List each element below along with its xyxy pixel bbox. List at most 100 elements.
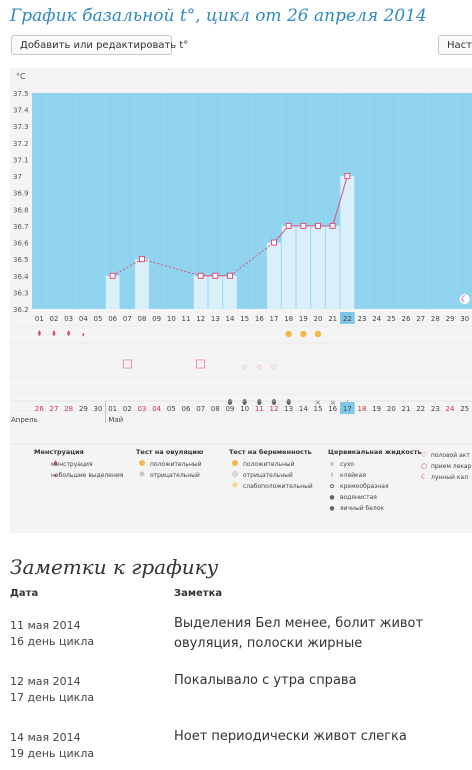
y-tick-label: 37.2 — [13, 140, 29, 148]
note-text: Ноет периодически живот слегка — [174, 729, 407, 744]
y-tick-label: 37 — [13, 173, 22, 181]
legend-heading: Менструация — [34, 448, 84, 456]
x-tick-label: 06 — [108, 315, 117, 323]
date-label: 30 — [94, 405, 103, 413]
heart-icon: ♡ — [271, 364, 277, 372]
x-tick-label: 09 — [152, 315, 161, 323]
temperature-bar — [340, 176, 355, 309]
note-text: Покалывало с утра справа — [174, 673, 357, 688]
note-text: Выделения Бел менее, болит живот овуляци… — [174, 616, 424, 651]
date-label: 13 — [284, 405, 293, 413]
x-tick-label: 23 — [358, 315, 367, 323]
x-tick-label: 08 — [138, 315, 147, 323]
x-tick-label: 18 — [284, 315, 293, 323]
x-tick-label: 24 — [372, 315, 381, 323]
legend-item: лунный кал — [431, 474, 468, 481]
x-tick-label: 30 — [460, 315, 469, 323]
pregnancy-weak-icon — [232, 482, 238, 488]
today-date-box — [340, 402, 355, 414]
chart-panel: °C 37.5 37.4 37.3 37.2 37.1 37 36.9 36.8 36.7 36.… — [10, 68, 472, 533]
legend-item: сухо — [340, 461, 354, 468]
temperature-bar — [135, 259, 149, 309]
legend-item: положительный — [243, 461, 295, 468]
temperature-line — [332, 175, 348, 227]
note-date: 12 мая 2014 — [10, 675, 81, 688]
y-tick-label: 36.4 — [13, 273, 29, 281]
temperature-bar — [325, 225, 340, 309]
date-label: 25 — [460, 405, 469, 413]
pregnancy-positive-icon — [232, 460, 238, 466]
date-label: 05 — [167, 405, 176, 413]
date-label: 28 — [64, 405, 73, 413]
dry-icon: × — [315, 398, 322, 407]
legend-heading: Тест на беременность — [229, 448, 312, 456]
cervical-legend-icon: ● — [329, 494, 334, 501]
temperature-bar — [311, 225, 325, 309]
menstruation-drop-icon — [52, 330, 56, 336]
y-tick-label: 37.3 — [13, 123, 29, 131]
temperature-point — [212, 272, 219, 279]
date-label: 18 — [358, 405, 367, 413]
menstruation-drop-icon — [67, 330, 71, 336]
temperature-point — [344, 173, 351, 180]
y-tick-label: 36.9 — [13, 190, 29, 198]
x-tick-label: 14 — [226, 315, 235, 323]
temperature-point — [300, 222, 307, 229]
other-legend-icon: ○ — [421, 462, 427, 470]
highlight-day-box — [340, 312, 355, 324]
date-label: 21 — [402, 405, 411, 413]
unit-label: °C — [16, 72, 26, 81]
legend-item: клейкая — [340, 472, 366, 479]
legend-item: положительный — [150, 461, 202, 468]
note-cycle-day: 16 день цикла — [10, 635, 95, 648]
temperature-point — [285, 222, 292, 229]
ovulation-positive-icon — [314, 330, 322, 338]
date-label: 11 — [255, 405, 264, 413]
date-label: 27 — [50, 405, 59, 413]
cervical-fluid-icon — [257, 399, 262, 405]
legend-item: менструация — [51, 461, 93, 468]
note-date: 14 мая 2014 — [10, 731, 81, 744]
x-tick-label: 16 — [255, 315, 264, 323]
temperature-bar — [223, 275, 237, 309]
lunar-icon-bg — [459, 294, 470, 304]
legend-item: половой акт — [431, 452, 470, 459]
temperature-point — [109, 272, 116, 279]
x-tick-label: 19 — [299, 315, 308, 323]
x-tick-label: 25 — [387, 315, 396, 323]
add-edit-temperature-button[interactable]: Добавить или редактировать t° — [11, 35, 188, 55]
x-tick-label: 15 — [240, 315, 249, 323]
settings-button[interactable]: Настр — [438, 35, 472, 55]
x-tick-label: 29 — [446, 315, 455, 323]
date-label: 24 — [446, 405, 455, 413]
legend-item: отрицательный — [150, 472, 200, 479]
legend-item: слабоположительный — [243, 483, 313, 490]
date-label: 14 — [299, 405, 308, 413]
y-tick-label: 36.5 — [13, 256, 29, 264]
legend-item: яичный белок — [340, 505, 384, 512]
x-tick-label: 17 — [270, 315, 279, 323]
month-next-label: Май — [108, 416, 123, 424]
cervical-legend-icon: I — [331, 472, 333, 479]
intercourse-icon — [123, 359, 132, 369]
x-tick-label: 01 — [35, 315, 44, 323]
temperature-bar — [105, 275, 120, 309]
notes-title: Заметки к графику — [10, 555, 219, 579]
notes-note-header: Заметка — [174, 588, 223, 599]
date-label: 19 — [372, 405, 381, 413]
date-label: 04 — [152, 405, 161, 413]
date-label: 09 — [226, 405, 235, 413]
temperature-point — [315, 222, 321, 229]
moon-icon: ☾ — [461, 295, 469, 305]
x-tick-label: 07 — [123, 315, 132, 323]
date-label: 23 — [431, 405, 440, 413]
x-tick-label: 05 — [94, 315, 103, 323]
date-label: 01 — [108, 405, 117, 413]
cervical-legend-icon: ✿ — [329, 483, 334, 490]
temperature-point — [329, 222, 336, 229]
date-label: 15 — [314, 405, 323, 413]
temperature-point — [227, 272, 233, 279]
cervical-fluid-icon — [242, 399, 247, 405]
heart-icon: ♡ — [124, 361, 130, 369]
note-date: 11 мая 2014 — [10, 619, 81, 632]
